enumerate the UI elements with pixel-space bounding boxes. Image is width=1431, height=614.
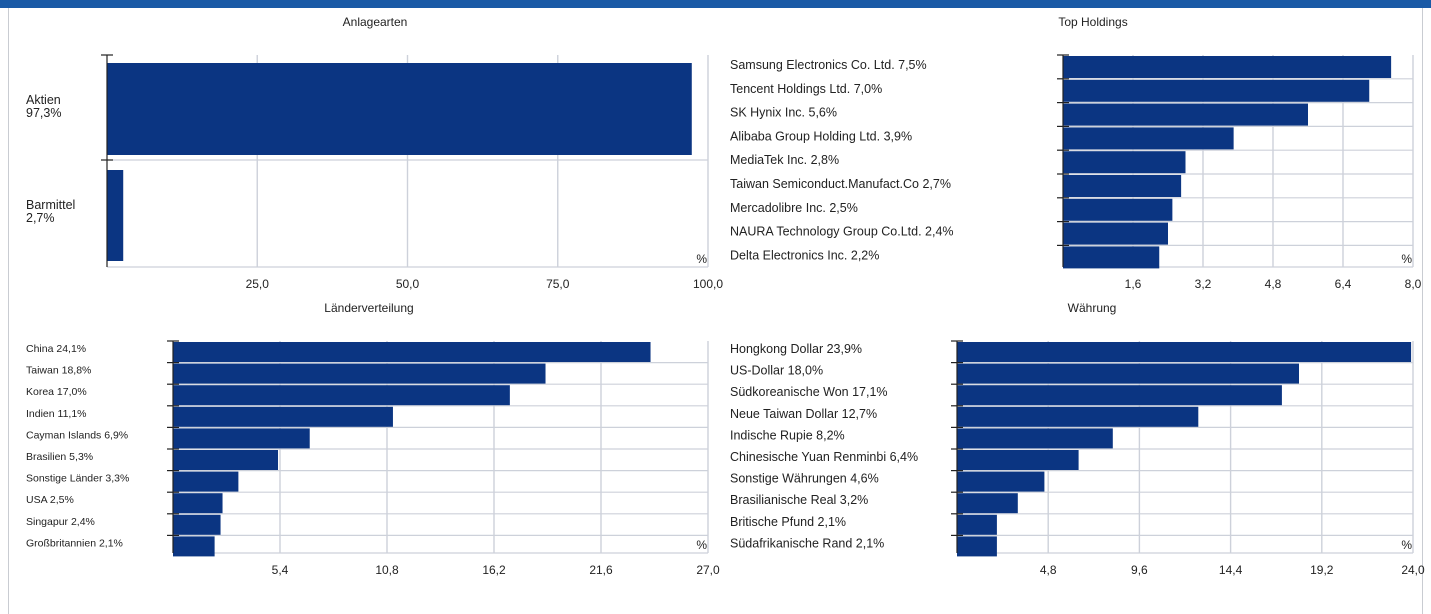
chart-title-anlagearten: Anlagearten <box>342 15 408 29</box>
x-tick-label-waehrung-0: 4,8 <box>1040 563 1057 577</box>
bar-laender-4 <box>173 428 310 449</box>
bar-top-holdings-7 <box>1063 222 1168 245</box>
category-label-waehrung-6: Sonstige Währungen 4,6% <box>730 472 879 486</box>
category-label-waehrung-1: US-Dollar 18,0% <box>730 364 823 378</box>
category-label-laender-1: Taiwan 18,8% <box>26 365 91 377</box>
bar-top-holdings-8 <box>1063 246 1160 269</box>
category-label-waehrung-0: Hongkong Dollar 23,9% <box>730 342 862 356</box>
unit-label-waehrung: % <box>1401 538 1412 552</box>
bar-top-holdings-6 <box>1063 198 1173 221</box>
bar-anlagearten-1 <box>107 170 124 261</box>
category-label-waehrung-8: Britische Pfund 2,1% <box>730 515 846 529</box>
bar-top-holdings-1 <box>1063 79 1370 102</box>
category-label-laender-8: Singapur 2,4% <box>26 516 95 528</box>
category-label-top-holdings-7: NAURA Technology Group Co.Ltd. 2,4% <box>730 225 954 239</box>
bar-waehrung-9 <box>957 536 997 557</box>
category-label-top-holdings-4: MediaTek Inc. 2,8% <box>730 153 839 167</box>
x-tick-label-waehrung-1: 9,6 <box>1131 563 1148 577</box>
category-label-waehrung-3: Neue Taiwan Dollar 12,7% <box>730 407 877 421</box>
bar-waehrung-7 <box>957 493 1018 514</box>
x-tick-label-top-holdings-0: 1,6 <box>1125 277 1142 291</box>
bar-waehrung-0 <box>957 342 1412 362</box>
x-tick-label-anlagearten-2: 75,0 <box>546 277 570 291</box>
bar-top-holdings-2 <box>1063 103 1308 126</box>
x-tick-label-top-holdings-1: 3,2 <box>1195 277 1212 291</box>
bar-laender-5 <box>173 450 279 470</box>
x-tick-label-laender-4: 27,0 <box>696 563 720 577</box>
category-label-top-holdings-5: Taiwan Semiconduct.Manufact.Co 2,7% <box>730 177 951 191</box>
bar-laender-2 <box>173 385 510 406</box>
bar-waehrung-1 <box>957 363 1299 384</box>
x-tick-label-laender-1: 10,8 <box>375 563 399 577</box>
unit-label-laender: % <box>696 538 707 552</box>
category-label-laender-2: Korea 17,0% <box>26 386 87 398</box>
unit-label-anlagearten: % <box>696 252 707 266</box>
bar-anlagearten-0 <box>107 63 692 155</box>
category-label-laender-6: Sonstige Länder 3,3% <box>26 473 129 485</box>
bar-top-holdings-0 <box>1063 56 1392 78</box>
category-label-top-holdings-2: SK Hynix Inc. 5,6% <box>730 106 837 120</box>
chart-title-waehrung: Währung <box>1067 301 1117 315</box>
category-label-top-holdings-6: Mercadolibre Inc. 2,5% <box>730 201 858 215</box>
category-label-anlagearten-1-1: 2,7% <box>26 211 55 225</box>
category-label-top-holdings-3: Alibaba Group Holding Ltd. 3,9% <box>730 129 912 143</box>
bar-laender-7 <box>173 493 223 514</box>
x-tick-label-top-holdings-2: 4,8 <box>1265 277 1282 291</box>
category-label-top-holdings-0: Samsung Electronics Co. Ltd. 7,5% <box>730 58 927 72</box>
category-label-laender-5: Brasilien 5,3% <box>26 451 93 463</box>
category-label-waehrung-9: Südafrikanische Rand 2,1% <box>730 536 884 550</box>
x-tick-label-top-holdings-4: 8,0 <box>1405 277 1422 291</box>
bar-waehrung-2 <box>957 385 1282 406</box>
category-label-laender-9: Großbritannien 2,1% <box>26 537 123 549</box>
bar-laender-1 <box>173 363 546 384</box>
bar-top-holdings-3 <box>1063 127 1234 150</box>
bar-laender-3 <box>173 406 393 427</box>
x-tick-label-laender-3: 21,6 <box>589 563 613 577</box>
category-label-laender-4: Cayman Islands 6,9% <box>26 429 128 441</box>
chart-title-laenderverteilung: Länderverteilung <box>324 301 414 315</box>
category-label-top-holdings-1: Tencent Holdings Ltd. 7,0% <box>730 82 882 96</box>
bar-waehrung-6 <box>957 471 1045 492</box>
category-label-laender-0: China 24,1% <box>26 343 86 355</box>
x-tick-label-anlagearten-1: 50,0 <box>396 277 420 291</box>
category-label-waehrung-2: Südkoreanische Won 17,1% <box>730 385 888 399</box>
bar-waehrung-3 <box>957 406 1199 427</box>
chart-frame <box>8 8 1423 614</box>
bar-laender-6 <box>173 471 239 492</box>
unit-label-top-holdings: % <box>1401 252 1412 266</box>
top-bar <box>0 0 1431 8</box>
bar-waehrung-5 <box>957 450 1079 470</box>
category-label-anlagearten-0-1: 97,3% <box>26 106 61 120</box>
x-tick-label-anlagearten-3: 100,0 <box>693 277 723 291</box>
bar-waehrung-8 <box>957 514 997 535</box>
category-label-anlagearten-1-0: Barmittel <box>26 198 75 212</box>
category-label-anlagearten-0-0: Aktien <box>26 93 61 107</box>
x-tick-label-waehrung-4: 24,0 <box>1401 563 1425 577</box>
category-label-waehrung-4: Indische Rupie 8,2% <box>730 428 845 442</box>
category-label-top-holdings-8: Delta Electronics Inc. 2,2% <box>730 248 879 262</box>
x-tick-label-laender-2: 16,2 <box>482 563 506 577</box>
x-tick-label-waehrung-2: 14,4 <box>1219 563 1243 577</box>
bar-laender-8 <box>173 514 221 535</box>
x-tick-label-anlagearten-0: 25,0 <box>246 277 270 291</box>
x-tick-label-waehrung-3: 19,2 <box>1310 563 1334 577</box>
bar-laender-0 <box>173 342 651 362</box>
x-tick-label-laender-0: 5,4 <box>272 563 289 577</box>
category-label-laender-3: Indien 11,1% <box>26 408 87 420</box>
category-label-waehrung-5: Chinesische Yuan Renminbi 6,4% <box>730 450 918 464</box>
category-label-waehrung-7: Brasilianische Real 3,2% <box>730 493 868 507</box>
bar-top-holdings-5 <box>1063 175 1182 197</box>
chart-title-top-holdings: Top Holdings <box>1058 15 1128 29</box>
bar-top-holdings-4 <box>1063 151 1186 174</box>
bar-waehrung-4 <box>957 428 1113 449</box>
bar-laender-9 <box>173 536 215 557</box>
category-label-laender-7: USA 2,5% <box>26 494 74 506</box>
x-tick-label-top-holdings-3: 6,4 <box>1335 277 1352 291</box>
